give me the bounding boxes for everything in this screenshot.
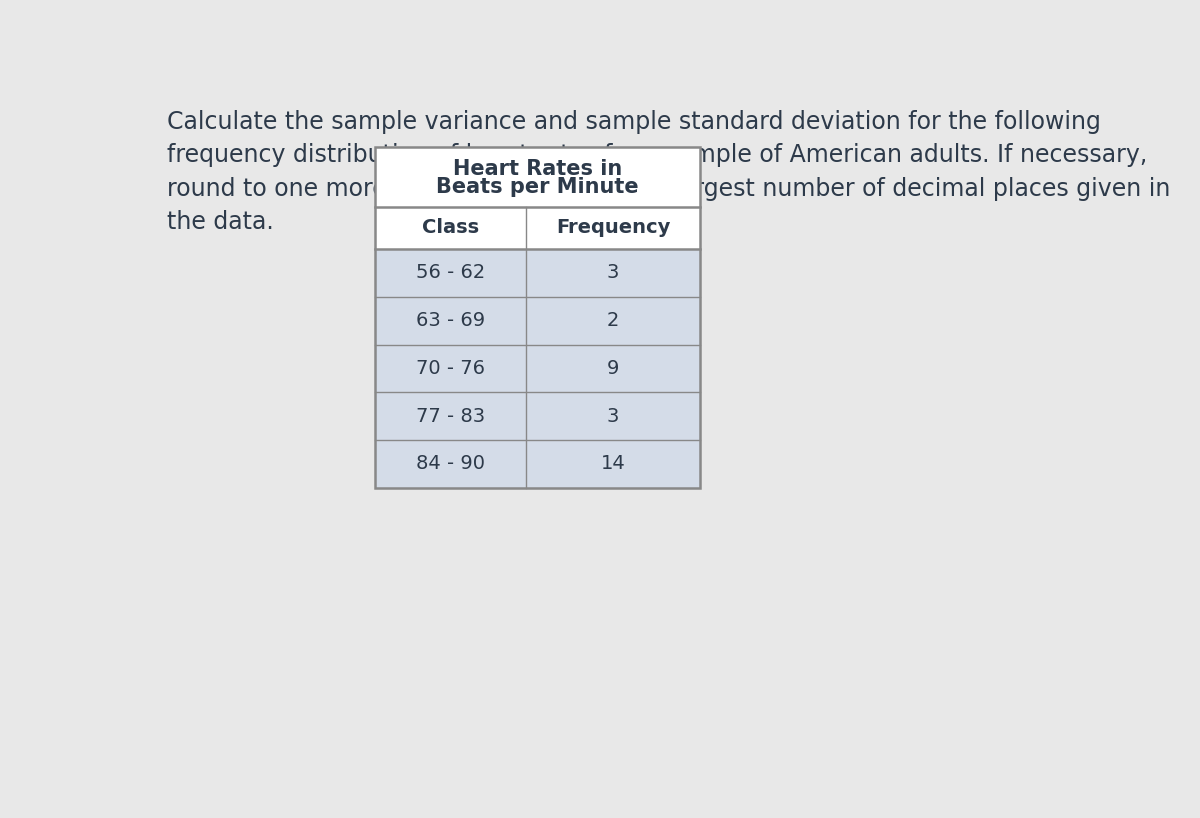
Bar [374, 393, 701, 440]
Bar [374, 297, 701, 344]
Bar [374, 344, 701, 393]
Bar [374, 146, 701, 488]
Text: 9: 9 [607, 359, 619, 378]
Text: 3: 3 [607, 263, 619, 282]
Text: 3: 3 [607, 407, 619, 425]
Bar [374, 207, 701, 249]
Text: 14: 14 [601, 455, 625, 474]
Bar [374, 249, 701, 297]
Text: Class: Class [421, 218, 479, 237]
Text: Calculate the sample variance and sample standard deviation for the following
fr: Calculate the sample variance and sample… [167, 110, 1170, 234]
Bar [374, 146, 701, 207]
Text: Beats per Minute: Beats per Minute [436, 177, 638, 196]
Text: Heart Rates in: Heart Rates in [452, 159, 622, 179]
Text: 77 - 83: 77 - 83 [415, 407, 485, 425]
Text: Frequency: Frequency [556, 218, 671, 237]
Text: 63 - 69: 63 - 69 [415, 311, 485, 330]
Text: 84 - 90: 84 - 90 [416, 455, 485, 474]
Text: 56 - 62: 56 - 62 [415, 263, 485, 282]
Bar [374, 146, 701, 488]
Text: 70 - 76: 70 - 76 [416, 359, 485, 378]
Text: 2: 2 [607, 311, 619, 330]
Bar [374, 440, 701, 488]
